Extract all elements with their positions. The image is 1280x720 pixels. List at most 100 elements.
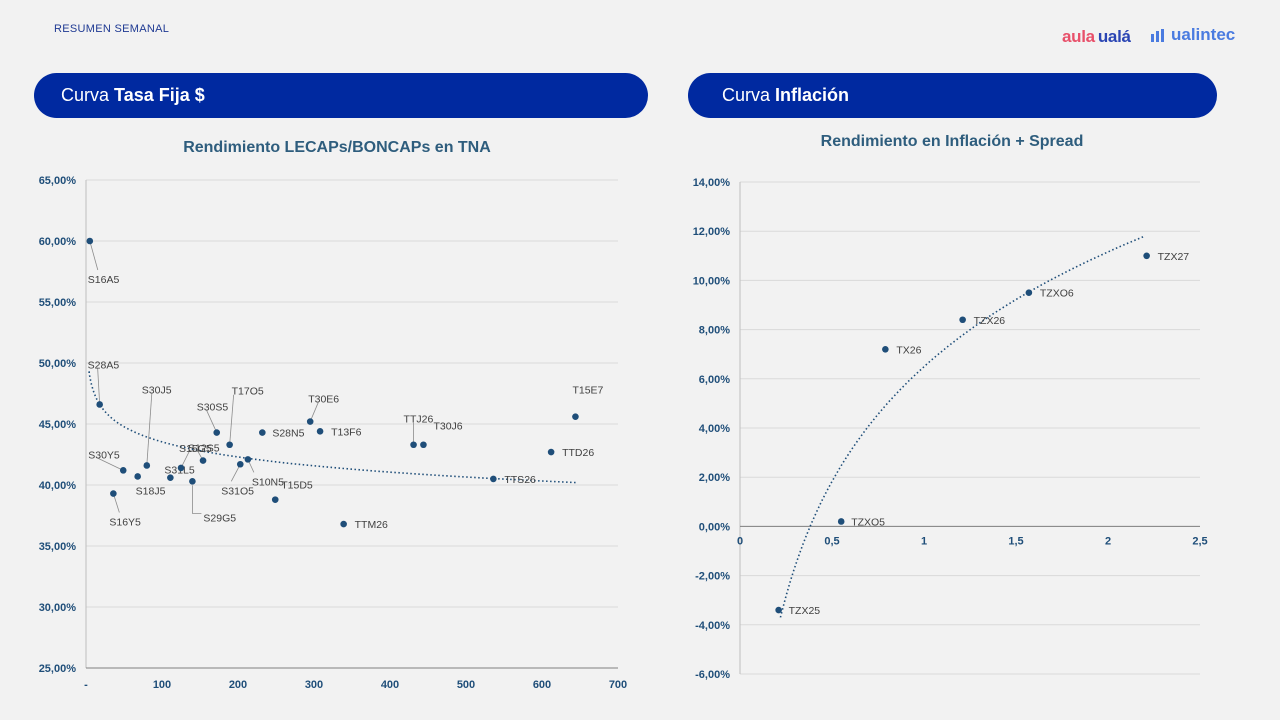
tasa-fija-point-s31l5 xyxy=(167,474,174,481)
uala-logo-text: ualá xyxy=(1097,27,1131,46)
tasa-fija-label-leader xyxy=(229,394,235,445)
tasa-fija-point-label: T17O5 xyxy=(232,386,264,398)
tasa-fija-point-s30s5 xyxy=(213,429,221,436)
tasa-fija-label-leader xyxy=(89,240,99,271)
inflacion-y-tick-label: -4,00% xyxy=(695,620,730,632)
tasa-fija-point-label: T13F6 xyxy=(331,426,362,438)
tasa-fija-point-label: T30J6 xyxy=(433,421,462,433)
tasa-fija-y-tick-label: 55,00% xyxy=(39,297,77,309)
inflacion-point-tzx27 xyxy=(1143,252,1150,260)
tasa-fija-point-s15g5 xyxy=(177,464,185,472)
inflacion-point-tzxo5 xyxy=(837,518,845,525)
tasa-fija-point-label: TTS26 xyxy=(504,474,536,486)
tasa-fija-point-label: TTJ26 xyxy=(404,414,434,426)
tasa-fija-x-tick-label: 100 xyxy=(153,679,171,691)
inflacion-point-tzx26 xyxy=(959,316,966,324)
tasa-fija-point-label: S31O5 xyxy=(221,485,254,497)
inflacion-y-tick-label: 14,00% xyxy=(693,177,731,189)
tasa-fija-point-label: S18J5 xyxy=(136,485,166,497)
tasa-fija-label-leader xyxy=(191,485,202,514)
tasa-fija-label-leader xyxy=(146,393,153,466)
inflacion-trendline xyxy=(779,235,1146,618)
tasa-fija-point-label: S16Y5 xyxy=(109,517,141,529)
tasa-fija-point-t15e7 xyxy=(572,413,579,420)
inflacion-point-label: TX26 xyxy=(896,344,921,356)
tasa-fija-label-leader xyxy=(112,493,120,513)
tasa-fija-point-label: TTD26 xyxy=(562,447,594,459)
tasa-fija-point-s30y5 xyxy=(119,467,127,474)
tasa-fija-point-s28n5 xyxy=(259,429,266,436)
inflacion-point-tx26 xyxy=(882,345,889,353)
tasa-fija-point-ttd26 xyxy=(547,448,555,456)
tasa-fija-point-s16y5 xyxy=(110,490,117,497)
tasa-fija-x-tick-label: 300 xyxy=(305,679,323,691)
panel-title-prefix: Curva xyxy=(61,85,110,105)
tasa-fija-point-label: S12S5 xyxy=(188,443,220,455)
inflacion-y-tick-label: 8,00% xyxy=(699,325,730,337)
tasa-fija-x-tick-label: - xyxy=(84,679,88,691)
inflacion-point-label: TZX26 xyxy=(974,315,1006,327)
tasa-fija-point-label: S29G5 xyxy=(203,512,236,524)
ualintec-logo: ualintec xyxy=(1151,25,1235,45)
inflacion-x-tick-label: 2,5 xyxy=(1192,535,1207,547)
tasa-fija-point-s10n5 xyxy=(244,456,252,463)
tasa-fija-point-label: S10N5 xyxy=(252,476,284,488)
tasa-fija-point-s28a5 xyxy=(96,401,103,408)
inflacion-y-tick-label: 2,00% xyxy=(699,472,730,484)
tasa-fija-x-tick-label: 600 xyxy=(533,679,551,691)
inflacion-y-tick-label: -6,00% xyxy=(695,669,730,681)
tasa-fija-point-t15d5 xyxy=(271,496,279,503)
tasa-fija-point-tts26 xyxy=(490,475,497,483)
aula-logo-text: aula xyxy=(1062,27,1095,46)
inflacion-point-label: TZX25 xyxy=(789,605,821,617)
inflacion-y-tick-label: 0,00% xyxy=(699,521,730,533)
tasa-fija-point-s30j5 xyxy=(143,462,151,469)
tasa-fija-y-tick-label: 40,00% xyxy=(39,480,77,492)
tasa-fija-y-tick-label: 25,00% xyxy=(39,663,77,675)
tasa-fija-point-label: S28N5 xyxy=(272,428,304,440)
tasa-fija-point-label: S30J5 xyxy=(142,384,172,396)
tasa-fija-y-tick-label: 50,00% xyxy=(39,358,77,370)
tasa-fija-y-tick-label: 30,00% xyxy=(39,602,77,614)
tasa-fija-point-s29g5 xyxy=(189,478,196,485)
tasa-fija-point-t30j6 xyxy=(420,441,427,449)
tasa-fija-x-tick-label: 200 xyxy=(229,679,247,691)
inflacion-y-tick-label: 6,00% xyxy=(699,374,730,386)
tasa-fija-label-leader xyxy=(309,402,319,422)
inflacion-chart-title: Rendimiento en Inflación + Spread xyxy=(821,133,1084,150)
tasa-fija-point-t17o5 xyxy=(226,441,233,449)
tasa-fija-point-s18j5 xyxy=(134,473,141,480)
panel-title-inflacion: Curva Inflación xyxy=(688,73,1217,118)
inflacion-x-tick-label: 0 xyxy=(737,535,743,547)
tasa-fija-point-label: S16A5 xyxy=(88,274,120,286)
inflacion-x-tick-label: 1 xyxy=(921,535,927,547)
tasa-fija-y-tick-label: 45,00% xyxy=(39,419,77,431)
panel-title-bold: Inflación xyxy=(775,85,850,105)
tasa-fija-point-label: T30E6 xyxy=(308,394,339,406)
tasa-fija-point-ttj26 xyxy=(410,441,417,449)
inflacion-y-tick-label: 12,00% xyxy=(693,226,731,238)
panel-title-bold: Tasa Fija $ xyxy=(114,85,205,105)
inflacion-point-tzxo6 xyxy=(1025,289,1033,297)
tasa-fija-y-tick-label: 65,00% xyxy=(39,175,77,187)
tasa-fija-point-label: S30Y5 xyxy=(88,449,120,461)
ualintec-logo-text: ualintec xyxy=(1171,25,1236,44)
tasa-fija-point-label: T15E7 xyxy=(572,385,603,397)
bars-icon xyxy=(1151,28,1164,42)
tasa-fija-point-t13f6 xyxy=(316,428,324,435)
inflacion-y-tick-label: 10,00% xyxy=(693,275,731,287)
tasa-fija-point-s31o5 xyxy=(236,460,244,468)
inflacion-y-tick-label: -2,00% xyxy=(695,571,730,583)
section-label: RESUMEN SEMANAL xyxy=(54,23,170,35)
inflacion-x-tick-label: 2 xyxy=(1105,535,1111,547)
tasa-fija-chart-title: Rendimiento LECAPs/BONCAPs en TNA xyxy=(183,139,491,156)
tasa-fija-point-s12s5 xyxy=(199,457,207,464)
panel-title-tasa-fija: Curva Tasa Fija $ xyxy=(34,73,648,118)
tasa-fija-point-label: S15G5 xyxy=(179,443,212,455)
inflacion-y-tick-label: 4,00% xyxy=(699,423,730,435)
inflacion-point-tzx25 xyxy=(775,606,782,614)
inflacion-point-label: TZX27 xyxy=(1158,251,1190,263)
panel-title-prefix: Curva xyxy=(722,85,771,105)
inflacion-point-label: TZXO5 xyxy=(851,516,885,528)
